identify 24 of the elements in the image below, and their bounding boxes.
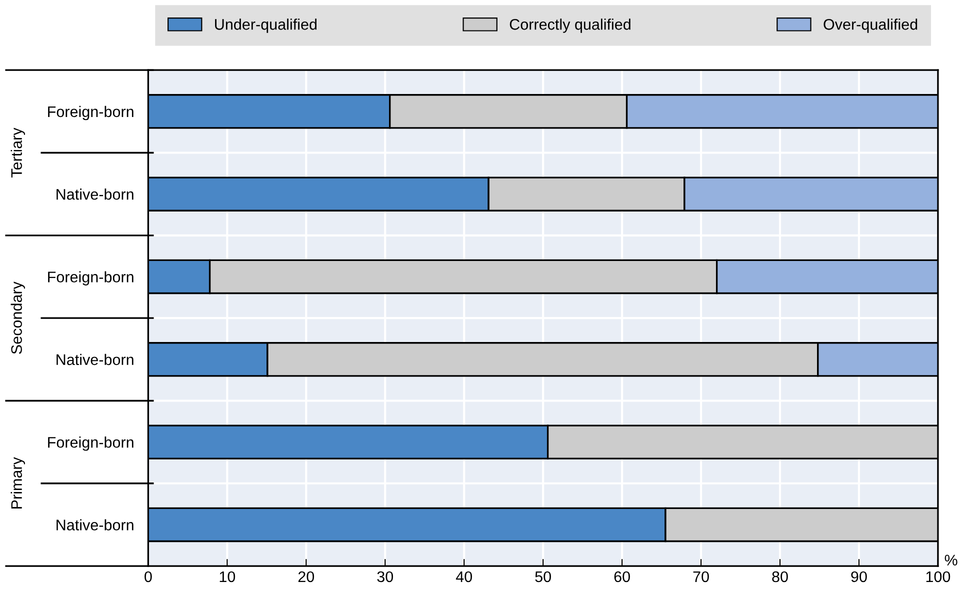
- x-tick-label: 20: [298, 571, 314, 582]
- x-tick-label: 90: [851, 571, 867, 582]
- legend-label: Over-qualified: [824, 18, 918, 33]
- x-tick-label: 70: [693, 571, 709, 582]
- x-tick-label: 80: [772, 571, 788, 582]
- x-tick-label: 60: [614, 571, 630, 582]
- y-tick-label: Foreign-born: [48, 271, 134, 286]
- legend-label: Under-qualified: [215, 18, 317, 33]
- text: Secondary: [10, 282, 26, 354]
- x-axis-title: %: [944, 554, 958, 566]
- y-tick-label: Native-born: [56, 354, 134, 366]
- text: Primary: [10, 457, 26, 508]
- legend-label: Correctly qualified: [510, 18, 630, 33]
- x-tick-label: 0: [144, 571, 152, 582]
- x-tick-label: 30: [377, 571, 394, 582]
- y-tick-label: Native-born: [56, 519, 134, 530]
- x-tick-label: 100: [926, 571, 950, 582]
- x-tick-label: 10: [220, 571, 236, 582]
- text: Tertiary: [10, 128, 26, 178]
- y-tick-label: Foreign-born: [48, 106, 134, 120]
- x-tick-label: 40: [456, 571, 472, 582]
- y-tick-label: Native-born: [56, 188, 134, 200]
- y-tick-label: Foreign-born: [48, 436, 134, 451]
- x-tick-label: 50: [535, 571, 551, 582]
